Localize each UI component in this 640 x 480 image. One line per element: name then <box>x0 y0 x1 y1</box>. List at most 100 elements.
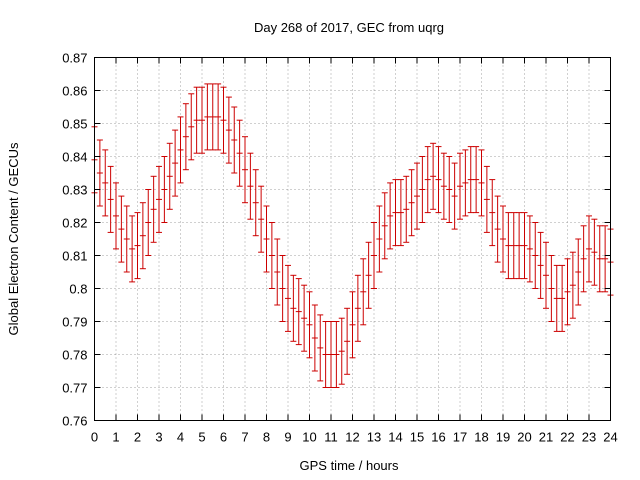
error-bar-point <box>387 182 394 250</box>
error-bar-point <box>166 142 173 210</box>
x-tick-label: 1 <box>112 430 119 445</box>
y-tick-label: 0.82 <box>62 216 87 231</box>
error-bar-point <box>430 142 437 210</box>
x-tick-label: 12 <box>345 430 359 445</box>
x-tick-label: 13 <box>367 430 381 445</box>
error-bar-point <box>177 116 184 184</box>
error-bar-point <box>306 291 313 359</box>
error-bar-point <box>478 149 485 217</box>
error-bar-point <box>543 241 549 309</box>
x-tick-label: 3 <box>155 430 162 445</box>
error-bar-point <box>225 96 232 164</box>
error-bar-point <box>156 165 162 233</box>
x-tick-label: 0 <box>91 430 98 445</box>
error-bar-point <box>354 274 361 342</box>
grid <box>94 57 611 421</box>
error-bar-point <box>537 231 544 299</box>
x-tick-label: 2 <box>134 430 141 445</box>
error-bar-point <box>548 255 555 322</box>
error-bar-point <box>123 205 130 273</box>
error-bar-point <box>96 139 103 207</box>
error-bar-point <box>516 212 523 280</box>
x-tick-label: 14 <box>388 430 402 445</box>
error-bar-point <box>113 182 119 250</box>
error-bar-point <box>381 192 388 260</box>
error-bar-point <box>236 119 243 187</box>
x-tick-label: 5 <box>198 430 205 445</box>
error-bar-point <box>263 205 270 273</box>
error-bar-point <box>172 129 179 197</box>
gec-series <box>91 83 614 388</box>
x-tick-label: 4 <box>177 430 184 445</box>
error-bar-point <box>521 212 528 280</box>
x-tick-label: 22 <box>560 430 574 445</box>
x-tick-label: 23 <box>582 430 596 445</box>
error-bar-point <box>242 136 248 204</box>
error-bar-point <box>408 169 415 237</box>
error-bar-point <box>139 202 146 270</box>
x-tick-label: 9 <box>284 430 291 445</box>
error-bar-point <box>419 156 426 223</box>
x-tick-label: 24 <box>603 430 617 445</box>
error-bar-point <box>553 264 560 332</box>
error-bar-point <box>392 179 399 247</box>
x-axis-label: GPS time / hours <box>300 458 399 473</box>
error-bar-point <box>397 179 404 247</box>
error-bar-point <box>328 321 334 388</box>
error-bar-point <box>107 165 114 233</box>
error-bar-point <box>134 212 141 280</box>
error-bar-point <box>290 274 297 342</box>
x-tick-label: 19 <box>496 430 510 445</box>
error-bar-point <box>102 149 109 217</box>
error-bar-point <box>586 215 592 283</box>
x-tick-label: 8 <box>263 430 270 445</box>
error-bar-point <box>145 189 152 256</box>
error-bar-point <box>338 317 345 385</box>
error-bar-point <box>483 165 490 233</box>
error-bar-point <box>371 222 377 289</box>
error-bar-point <box>424 146 431 214</box>
x-tick-label: 20 <box>517 430 531 445</box>
x-tick-label: 21 <box>539 430 553 445</box>
error-bar-point <box>451 162 458 230</box>
y-tick-label: 0.76 <box>62 414 87 429</box>
error-bar-point <box>526 215 533 283</box>
error-bar-point <box>199 86 205 154</box>
y-axis-label: Global Electron Content / GECUs <box>6 142 21 335</box>
error-bar-point <box>500 205 506 273</box>
error-bar-point <box>268 222 275 289</box>
x-tick-label: 17 <box>453 430 467 445</box>
error-bar-point <box>220 86 227 154</box>
error-bar-point <box>285 264 291 332</box>
error-bar-point <box>333 321 340 388</box>
x-tick-label: 15 <box>410 430 424 445</box>
error-bar-point <box>231 106 238 174</box>
error-bar-point <box>247 152 254 220</box>
error-bar-point <box>118 195 125 263</box>
error-bar-point <box>365 241 372 309</box>
error-bar-point <box>204 83 211 151</box>
error-bar-point <box>252 169 259 237</box>
error-bar-point <box>150 175 157 243</box>
error-bar-point <box>193 86 200 154</box>
error-bar-point <box>182 103 189 171</box>
error-bar-point <box>403 175 410 243</box>
error-bar-point <box>489 179 496 247</box>
error-bar-point <box>344 307 351 375</box>
chart-title: Day 268 of 2017, GEC from uqrg <box>254 20 444 35</box>
error-bar-point <box>467 146 474 214</box>
error-bar-point <box>580 225 587 293</box>
x-tick-label: 10 <box>302 430 316 445</box>
y-tick-label: 0.83 <box>62 183 87 198</box>
error-bar-point <box>602 225 609 293</box>
error-bar-point <box>494 195 501 263</box>
error-bar-point <box>301 284 308 352</box>
error-bar-point <box>349 291 356 359</box>
error-bar-point <box>440 152 447 220</box>
error-bar-point <box>188 93 195 161</box>
error-bar-point <box>457 152 463 220</box>
error-bar-point <box>215 83 222 151</box>
error-bar-point <box>161 156 168 223</box>
error-bar-point <box>591 218 598 286</box>
error-bar-point <box>564 258 571 326</box>
